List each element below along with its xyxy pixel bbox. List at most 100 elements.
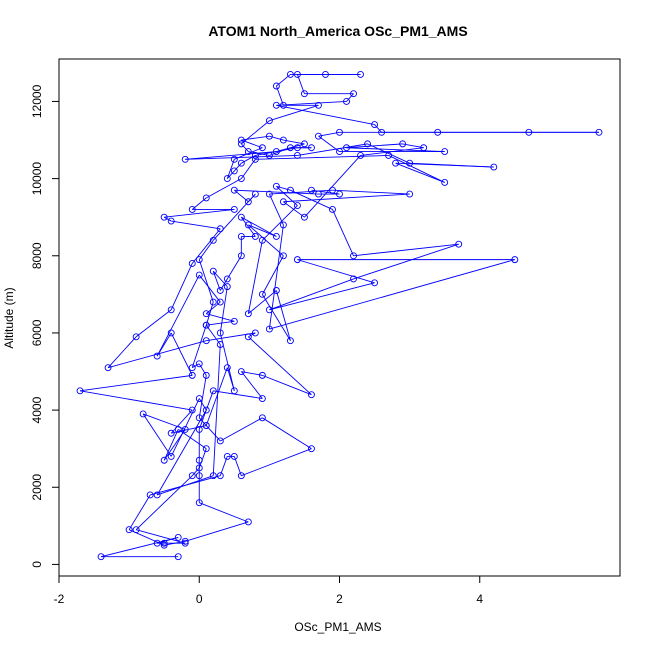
data-point: [216, 287, 224, 294]
data-point: [195, 464, 203, 472]
data-point: [237, 233, 245, 240]
data-point: [399, 140, 407, 148]
data-point: [237, 472, 245, 480]
series-segment: [185, 151, 277, 160]
series-segment: [311, 189, 340, 195]
data-point: [490, 163, 498, 171]
series-segment: [248, 290, 277, 314]
data-point: [237, 140, 245, 148]
data-point: [322, 70, 329, 78]
series-segment: [241, 371, 263, 376]
series-segment: [79, 374, 193, 392]
data-point: [244, 221, 252, 229]
data-point: [181, 425, 189, 433]
data-point: [279, 101, 287, 109]
data-point: [272, 101, 280, 109]
data-point: [279, 198, 287, 206]
data-point: [343, 144, 350, 152]
series-segment: [198, 375, 207, 418]
series-segment: [136, 529, 186, 544]
data-point: [595, 128, 603, 136]
series-segment: [248, 193, 256, 203]
series-segment: [261, 255, 284, 295]
series-segment: [240, 216, 256, 237]
data-point: [406, 159, 414, 167]
data-point: [160, 539, 168, 547]
series-segment: [164, 209, 235, 218]
series-segment: [248, 332, 256, 338]
series-segment: [402, 143, 424, 149]
series-segment: [241, 448, 312, 477]
data-point: [160, 456, 168, 464]
series-segment: [388, 155, 445, 183]
y-tick-label: 10000: [30, 162, 44, 196]
data-point: [160, 541, 168, 549]
x-axis-title: OSc_PM1_AMS: [294, 620, 381, 634]
data-point: [308, 144, 315, 152]
data-point: [258, 395, 266, 402]
series-segment: [199, 502, 249, 523]
data-point: [286, 144, 294, 152]
data-point: [244, 148, 252, 156]
data-point: [230, 206, 238, 213]
data-point: [279, 221, 287, 229]
data-point: [286, 186, 294, 194]
series-segment: [255, 155, 389, 160]
data-point: [216, 437, 224, 445]
data-point: [195, 271, 203, 279]
data-point: [315, 101, 322, 109]
series-segment: [395, 162, 494, 168]
data-point: [251, 329, 259, 337]
data-point: [188, 406, 196, 414]
series-segment: [198, 417, 207, 426]
data-point: [244, 198, 252, 206]
series-segment: [142, 413, 172, 457]
series-segment: [332, 189, 410, 195]
data-point: [357, 152, 364, 159]
data-point: [300, 140, 308, 148]
series-segment: [395, 162, 445, 183]
series-segment: [304, 155, 361, 218]
data-point: [230, 387, 238, 395]
series-segment: [198, 363, 207, 376]
data-point: [188, 472, 196, 480]
data-point: [195, 425, 203, 433]
series-segment: [346, 143, 403, 149]
data-point: [76, 387, 84, 395]
series-segment: [233, 162, 242, 172]
data-point: [237, 368, 245, 375]
data-point: [244, 518, 252, 526]
data-layer: [76, 70, 603, 561]
series-segment: [198, 398, 207, 411]
data-point: [272, 148, 280, 156]
data-point: [237, 252, 245, 260]
data-point: [350, 90, 357, 98]
series-segment: [163, 429, 179, 461]
series-segment: [248, 336, 312, 395]
data-point: [223, 283, 231, 291]
series-segment: [171, 220, 221, 230]
series-segment: [205, 301, 214, 326]
series-segment: [234, 189, 319, 195]
data-point: [272, 82, 280, 90]
series-segment: [226, 170, 235, 179]
series-segment: [269, 189, 333, 195]
data-point: [125, 526, 133, 534]
data-point: [300, 90, 308, 98]
series-segment: [247, 240, 263, 314]
data-point: [293, 152, 301, 159]
series-segment: [79, 390, 193, 411]
data-point: [300, 213, 308, 221]
series-segment: [219, 278, 228, 291]
data-point: [202, 337, 210, 345]
data-point: [132, 526, 140, 534]
data-point: [308, 186, 315, 194]
data-point: [420, 144, 428, 152]
series-segment: [206, 178, 242, 199]
x-tick-label: 0: [196, 592, 203, 606]
series-segment: [269, 259, 515, 330]
data-point: [350, 275, 357, 283]
data-point: [216, 298, 224, 306]
data-point: [209, 387, 217, 395]
series-segment: [248, 224, 284, 257]
